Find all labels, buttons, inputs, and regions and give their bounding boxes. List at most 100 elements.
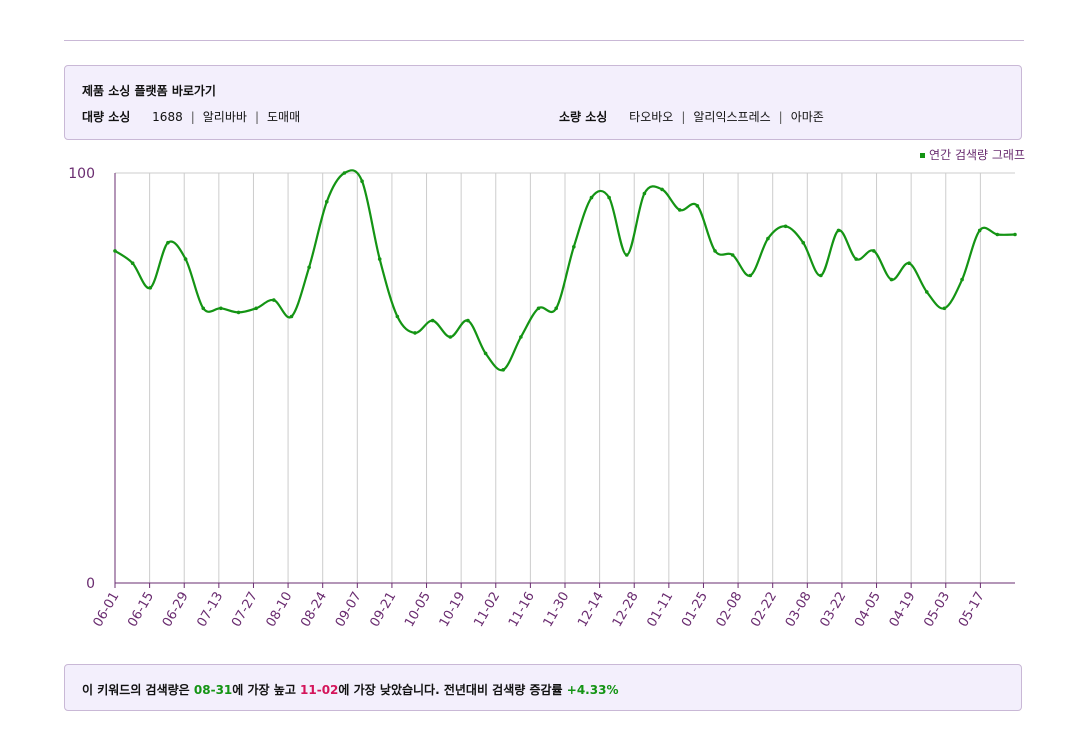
chart-legend[interactable]: 연간 검색량 그래프: [920, 146, 1025, 163]
x-tick-label: 03-22: [818, 590, 850, 630]
data-point: [324, 199, 329, 204]
bulk-sourcing-row: 대량 소싱 1688 | 알리바바 | 도매매: [82, 108, 300, 125]
small-sourcing-row: 소량 소싱 타오바오 | 알리익스프레스 | 아마존: [559, 108, 824, 125]
data-point: [660, 187, 664, 192]
data-point: [995, 232, 1000, 237]
x-tick-label: 03-08: [783, 590, 815, 630]
summary-text: 이 키워드의 검색량은 08-31에 가장 높고 11-02에 가장 낮았습니다…: [82, 681, 618, 698]
link-taobao[interactable]: 타오바오: [629, 110, 674, 124]
sourcing-title: 제품 소싱 플랫폼 바로가기: [82, 84, 216, 98]
x-tick-label: 06-01: [91, 590, 123, 630]
separator: |: [190, 110, 195, 124]
data-point: [977, 228, 982, 233]
x-tick-label: 06-29: [160, 590, 192, 630]
y-tick-label: 0: [86, 576, 95, 592]
data-point: [166, 240, 170, 245]
data-point: [783, 224, 788, 229]
data-point: [113, 249, 117, 253]
x-tick-label: 08-24: [298, 590, 330, 630]
data-point: [183, 257, 188, 261]
link-aliexpress[interactable]: 알리익스프레스: [693, 110, 771, 124]
data-point: [836, 228, 841, 233]
x-tick-label: 09-21: [368, 590, 400, 630]
data-point: [872, 249, 876, 253]
data-point: [395, 314, 400, 319]
data-point: [377, 257, 382, 261]
x-tick-label: 11-30: [541, 590, 573, 630]
top-divider: [64, 40, 1024, 41]
link-amazon[interactable]: 아마존: [790, 110, 824, 124]
data-point: [148, 286, 153, 290]
x-tick-label: 09-07: [333, 590, 365, 630]
series-points: [113, 171, 1017, 372]
link-1688[interactable]: 1688: [152, 110, 183, 124]
data-point: [642, 191, 647, 196]
x-tick-label: 10-19: [437, 590, 469, 630]
data-point: [748, 273, 753, 278]
data-point: [554, 306, 558, 311]
data-point: [236, 310, 241, 315]
data-point: [483, 351, 488, 356]
data-point: [624, 253, 629, 257]
data-point: [713, 249, 717, 253]
data-point: [519, 335, 523, 339]
small-sourcing-label: 소량 소싱: [559, 110, 608, 124]
summary-rate: +4.33%: [566, 683, 619, 697]
x-tick-label: 12-14: [575, 590, 607, 630]
summary-low-date: 11-02: [300, 683, 339, 697]
y-tick-labels: 0 100: [68, 166, 95, 592]
data-point: [960, 277, 964, 282]
series-line: [113, 169, 1017, 372]
separator: |: [681, 110, 686, 124]
data-point: [572, 245, 576, 249]
x-tick-label: 07-13: [194, 590, 226, 630]
data-point: [677, 208, 682, 212]
data-point: [272, 298, 276, 302]
data-point: [466, 318, 470, 323]
data-point: [889, 277, 894, 282]
link-alibaba[interactable]: 알리바바: [202, 110, 247, 124]
data-point: [536, 306, 541, 311]
data-point: [730, 253, 735, 257]
bulk-sourcing-label: 대량 소싱: [82, 110, 131, 124]
summary-prefix: 이 키워드의 검색량은: [82, 683, 194, 697]
separator: |: [778, 110, 783, 124]
data-point: [254, 306, 258, 311]
data-point: [501, 368, 506, 372]
x-tick-label: 11-02: [471, 590, 503, 630]
summary-mid-1: 에 가장 높고: [232, 683, 301, 697]
grid-lines: [114, 172, 1015, 588]
data-point: [924, 290, 929, 294]
data-point: [766, 236, 770, 241]
data-point: [907, 261, 911, 266]
data-point: [942, 306, 947, 311]
x-tick-label: 07-27: [229, 590, 261, 630]
data-point: [360, 179, 364, 183]
x-tick-label: 01-25: [679, 590, 711, 630]
link-domeme[interactable]: 도매매: [266, 110, 301, 124]
x-tick-label: 02-22: [748, 590, 780, 630]
data-point: [307, 265, 311, 270]
chart-axes: [114, 173, 1015, 584]
x-tick-label: 04-05: [852, 590, 884, 630]
x-tick-label: 06-15: [125, 590, 157, 630]
x-tick-label: 11-16: [506, 590, 538, 630]
data-point: [201, 306, 206, 311]
data-point: [819, 273, 823, 278]
x-tick-label: 05-17: [956, 590, 988, 630]
data-point: [430, 318, 435, 323]
summary-panel: 이 키워드의 검색량은 08-31에 가장 높고 11-02에 가장 낮았습니다…: [64, 664, 1022, 711]
data-point: [342, 171, 347, 175]
legend-label: 연간 검색량 그래프: [929, 148, 1025, 162]
x-tick-label: 04-19: [887, 590, 919, 630]
data-point: [854, 257, 858, 261]
data-point: [1013, 232, 1017, 237]
separator: |: [254, 110, 259, 124]
x-tick-label: 08-10: [264, 590, 296, 630]
y-tick-label: 100: [68, 166, 95, 182]
summary-high-date: 08-31: [193, 683, 233, 697]
legend-swatch: [920, 153, 926, 158]
data-point: [695, 204, 700, 208]
sourcing-panel: 제품 소싱 플랫폼 바로가기 대량 소싱 1688 | 알리바바 | 도매매 소량 소싱…: [64, 65, 1022, 140]
